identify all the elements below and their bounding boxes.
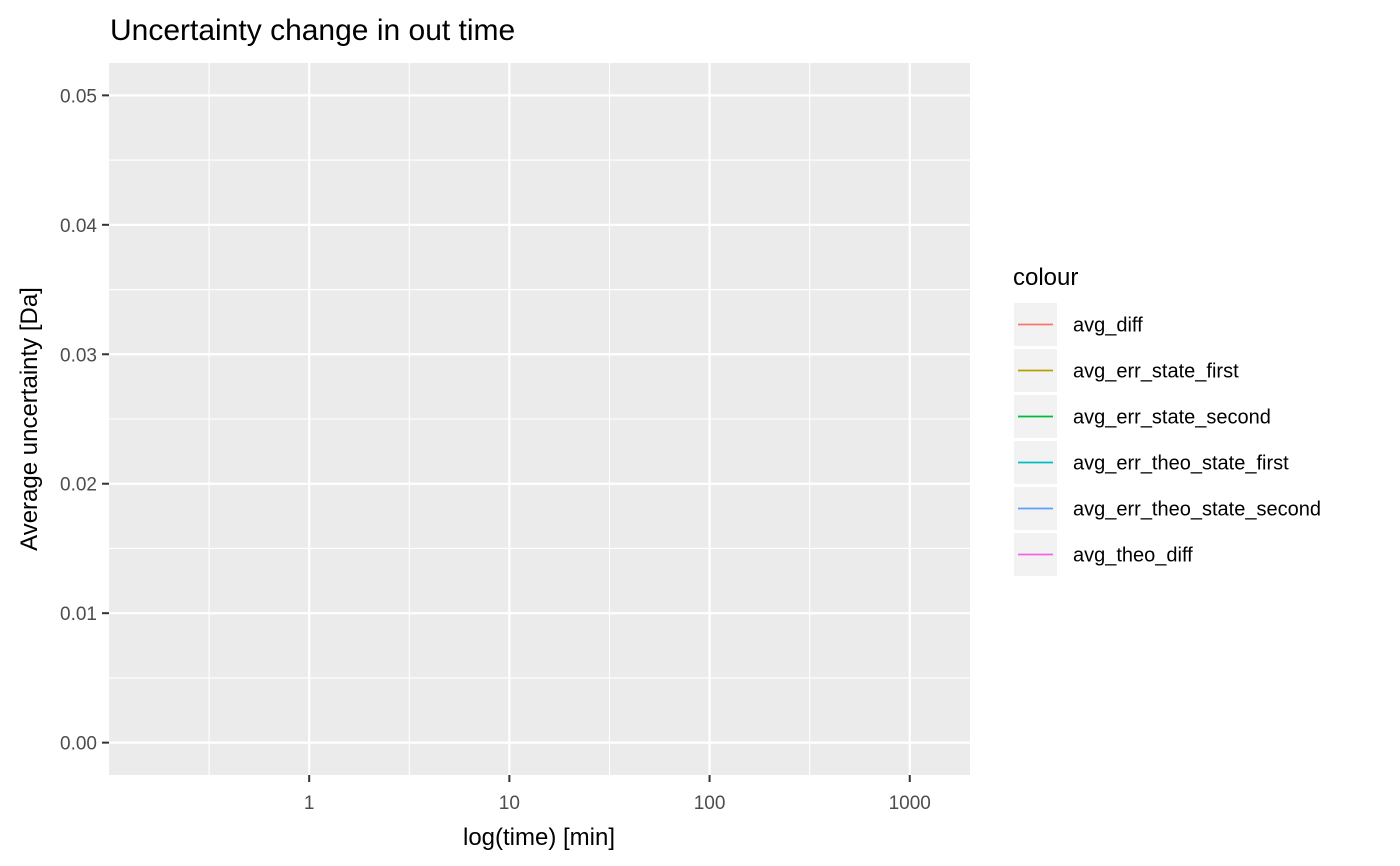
x-axis: 1 10 100 1000	[304, 775, 931, 814]
major-grid	[109, 63, 970, 775]
x-tick-label: 100	[694, 793, 726, 814]
legend-label: avg_err_state_second	[1073, 407, 1271, 429]
y-tick-label: 0.02	[60, 475, 97, 496]
legend-label: avg_err_theo_state_first	[1073, 453, 1289, 475]
legend-item: avg_diff	[1014, 303, 1143, 346]
legend-item: avg_err_theo_state_first	[1014, 441, 1289, 484]
y-tick-label: 0.00	[60, 734, 97, 755]
y-axis: 0.00 0.01 0.02 0.03 0.04 0.05	[60, 86, 109, 755]
y-tick-label: 0.03	[60, 345, 97, 366]
legend-items: avg_diff avg_err_state_first avg_err_state…	[1014, 303, 1321, 576]
legend: colour avg_diff avg_err_state_first avg_er…	[1013, 264, 1321, 576]
chart-title: Uncertainty change in out time	[110, 14, 515, 47]
y-axis-title: Average uncertainty [Da]	[16, 287, 43, 551]
legend-item: avg_err_state_first	[1014, 349, 1239, 392]
x-tick-label: 1	[304, 793, 315, 814]
x-axis-title: log(time) [min]	[463, 824, 615, 851]
legend-label: avg_theo_diff	[1073, 545, 1193, 567]
y-tick-label: 0.01	[60, 604, 97, 625]
y-tick-label: 0.05	[60, 86, 97, 107]
legend-item: avg_theo_diff	[1014, 533, 1193, 576]
legend-label: avg_err_theo_state_second	[1073, 499, 1321, 521]
legend-title: colour	[1013, 264, 1078, 291]
y-tick-label: 0.04	[60, 216, 97, 237]
minor-grid	[109, 63, 970, 775]
x-tick-label: 10	[499, 793, 520, 814]
legend-item: avg_err_theo_state_second	[1014, 487, 1321, 530]
legend-label: avg_diff	[1073, 315, 1143, 337]
legend-item: avg_err_state_second	[1014, 395, 1271, 438]
legend-label: avg_err_state_first	[1073, 361, 1239, 383]
x-tick-label: 1000	[889, 793, 931, 814]
